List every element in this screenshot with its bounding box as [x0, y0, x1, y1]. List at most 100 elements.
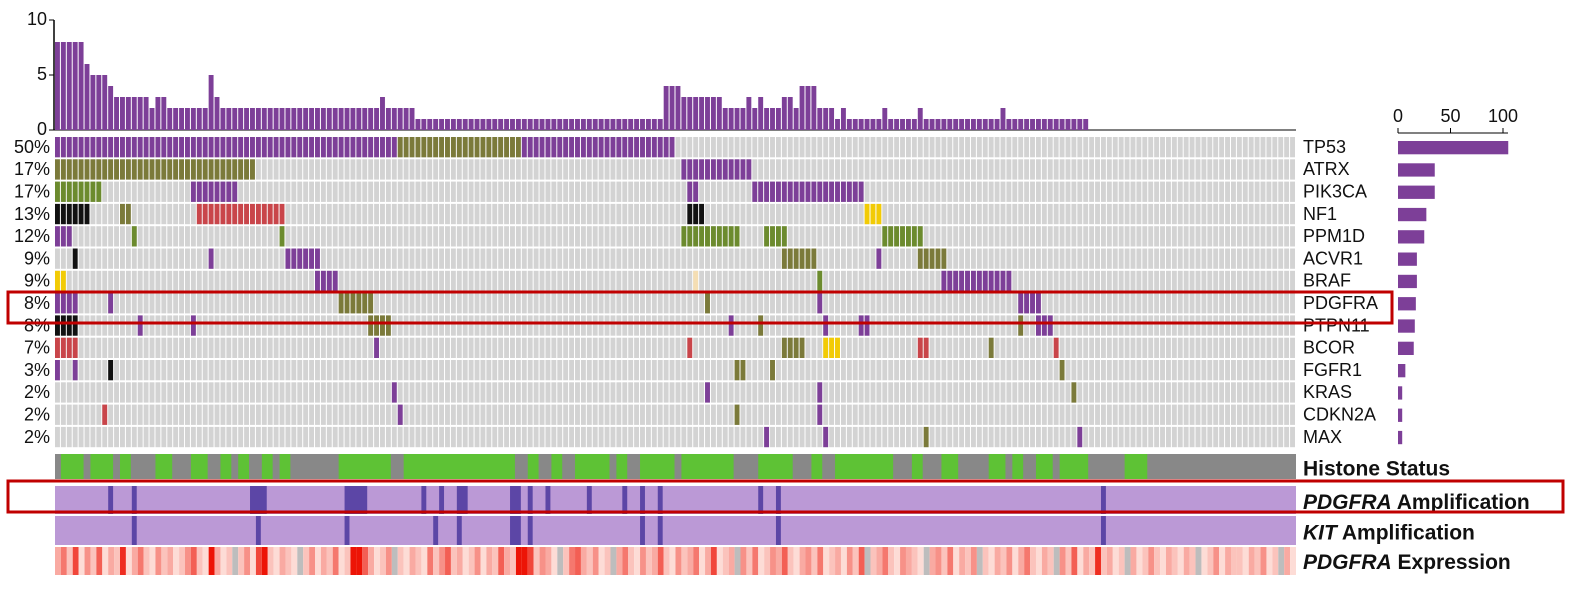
cell-bg	[96, 382, 102, 403]
altered-cell	[1047, 315, 1053, 336]
expression-cell	[480, 547, 487, 575]
cell-bg	[1254, 159, 1260, 180]
cell-bg	[840, 248, 846, 269]
freq-bar	[1398, 319, 1415, 333]
altered-cell	[575, 137, 580, 158]
cell-bg	[1225, 203, 1230, 225]
expression-cell	[799, 547, 806, 575]
cell-bg	[634, 360, 640, 381]
cell-bg	[882, 293, 888, 314]
cell-bg	[1290, 159, 1295, 180]
cell-bg	[102, 360, 108, 381]
cell-bg	[332, 181, 338, 202]
cell-bg	[710, 337, 716, 358]
cell-bg	[965, 293, 970, 314]
cell-bg	[1272, 404, 1278, 425]
cell-bg	[179, 203, 185, 225]
cell-bg	[291, 270, 297, 292]
cell-bg	[338, 382, 344, 403]
cell-bg	[752, 248, 758, 269]
cell-bg	[350, 360, 356, 381]
cell-bg	[970, 315, 976, 336]
cell-bg	[374, 181, 380, 202]
cell-bg	[1124, 248, 1130, 269]
cell-bg	[710, 382, 716, 403]
cell-bg	[941, 293, 947, 314]
cell-bg	[628, 270, 634, 292]
cell-bg	[433, 404, 439, 425]
cell-bg	[787, 404, 793, 425]
cell-bg	[604, 337, 610, 358]
altered-cell	[391, 382, 397, 403]
cell-bg	[770, 337, 775, 358]
cell-bg	[504, 404, 510, 425]
cell-bg	[1077, 137, 1083, 158]
altered-cell	[108, 137, 114, 158]
cell-bg	[917, 159, 923, 180]
cell-bg	[1065, 248, 1071, 269]
altered-cell	[60, 137, 66, 158]
cell-bg	[1136, 226, 1142, 247]
altered-cell	[226, 159, 232, 180]
cell-bg	[1284, 337, 1290, 358]
count-bar	[669, 86, 675, 130]
cell-bg	[988, 404, 994, 425]
cell-bg	[261, 226, 267, 247]
cell-bg	[799, 315, 805, 336]
cell-bg	[208, 226, 214, 247]
cell-bg	[1059, 181, 1065, 202]
cell-bg	[675, 426, 681, 448]
cell-bg	[250, 226, 255, 247]
altered-cell	[374, 315, 380, 336]
altered-cell	[362, 137, 368, 158]
cell-bg	[1201, 181, 1207, 202]
cell-bg	[391, 226, 397, 247]
cell-bg	[492, 404, 498, 425]
cell-bg	[149, 382, 155, 403]
count-bar	[385, 108, 391, 130]
cell-bg	[403, 293, 409, 314]
cell-bg	[380, 159, 385, 180]
cell-bg	[504, 426, 510, 448]
cell-bg	[1106, 404, 1112, 425]
cell-bg	[1071, 137, 1077, 158]
count-bar	[527, 119, 533, 130]
altered-cell	[332, 137, 338, 158]
cell-bg	[1130, 382, 1136, 403]
cell-bg	[728, 426, 734, 448]
altered-cell	[693, 181, 699, 202]
cell-bg	[598, 337, 604, 358]
cell-bg	[1195, 159, 1201, 180]
cell-bg	[982, 337, 988, 358]
cell-bg	[137, 270, 143, 292]
cell-bg	[533, 382, 539, 403]
cell-bg	[421, 181, 427, 202]
altered-cell	[521, 137, 527, 158]
expression-cell	[710, 547, 717, 575]
cell-bg	[244, 360, 250, 381]
count-bar	[545, 119, 551, 130]
cell-bg	[338, 315, 344, 336]
cell-bg	[740, 382, 746, 403]
cell-bg	[173, 337, 179, 358]
cell-bg	[273, 270, 279, 292]
cell-bg	[273, 226, 279, 247]
cell-bg	[291, 337, 297, 358]
cell-bg	[663, 404, 669, 425]
altered-cell	[55, 270, 60, 292]
count-bar	[226, 108, 232, 130]
cell-bg	[90, 293, 96, 314]
cell-bg	[244, 248, 250, 269]
cell-bg	[616, 226, 622, 247]
cell-bg	[78, 248, 84, 269]
cell-bg	[1260, 270, 1266, 292]
cell-bg	[852, 382, 858, 403]
expression-cell	[935, 547, 942, 575]
cell-bg	[1242, 159, 1248, 180]
cell-bg	[953, 137, 959, 158]
cell-bg	[368, 226, 374, 247]
cell-bg	[143, 248, 149, 269]
cell-bg	[699, 315, 705, 336]
cell-bg	[456, 226, 462, 247]
cell-bg	[852, 203, 858, 225]
